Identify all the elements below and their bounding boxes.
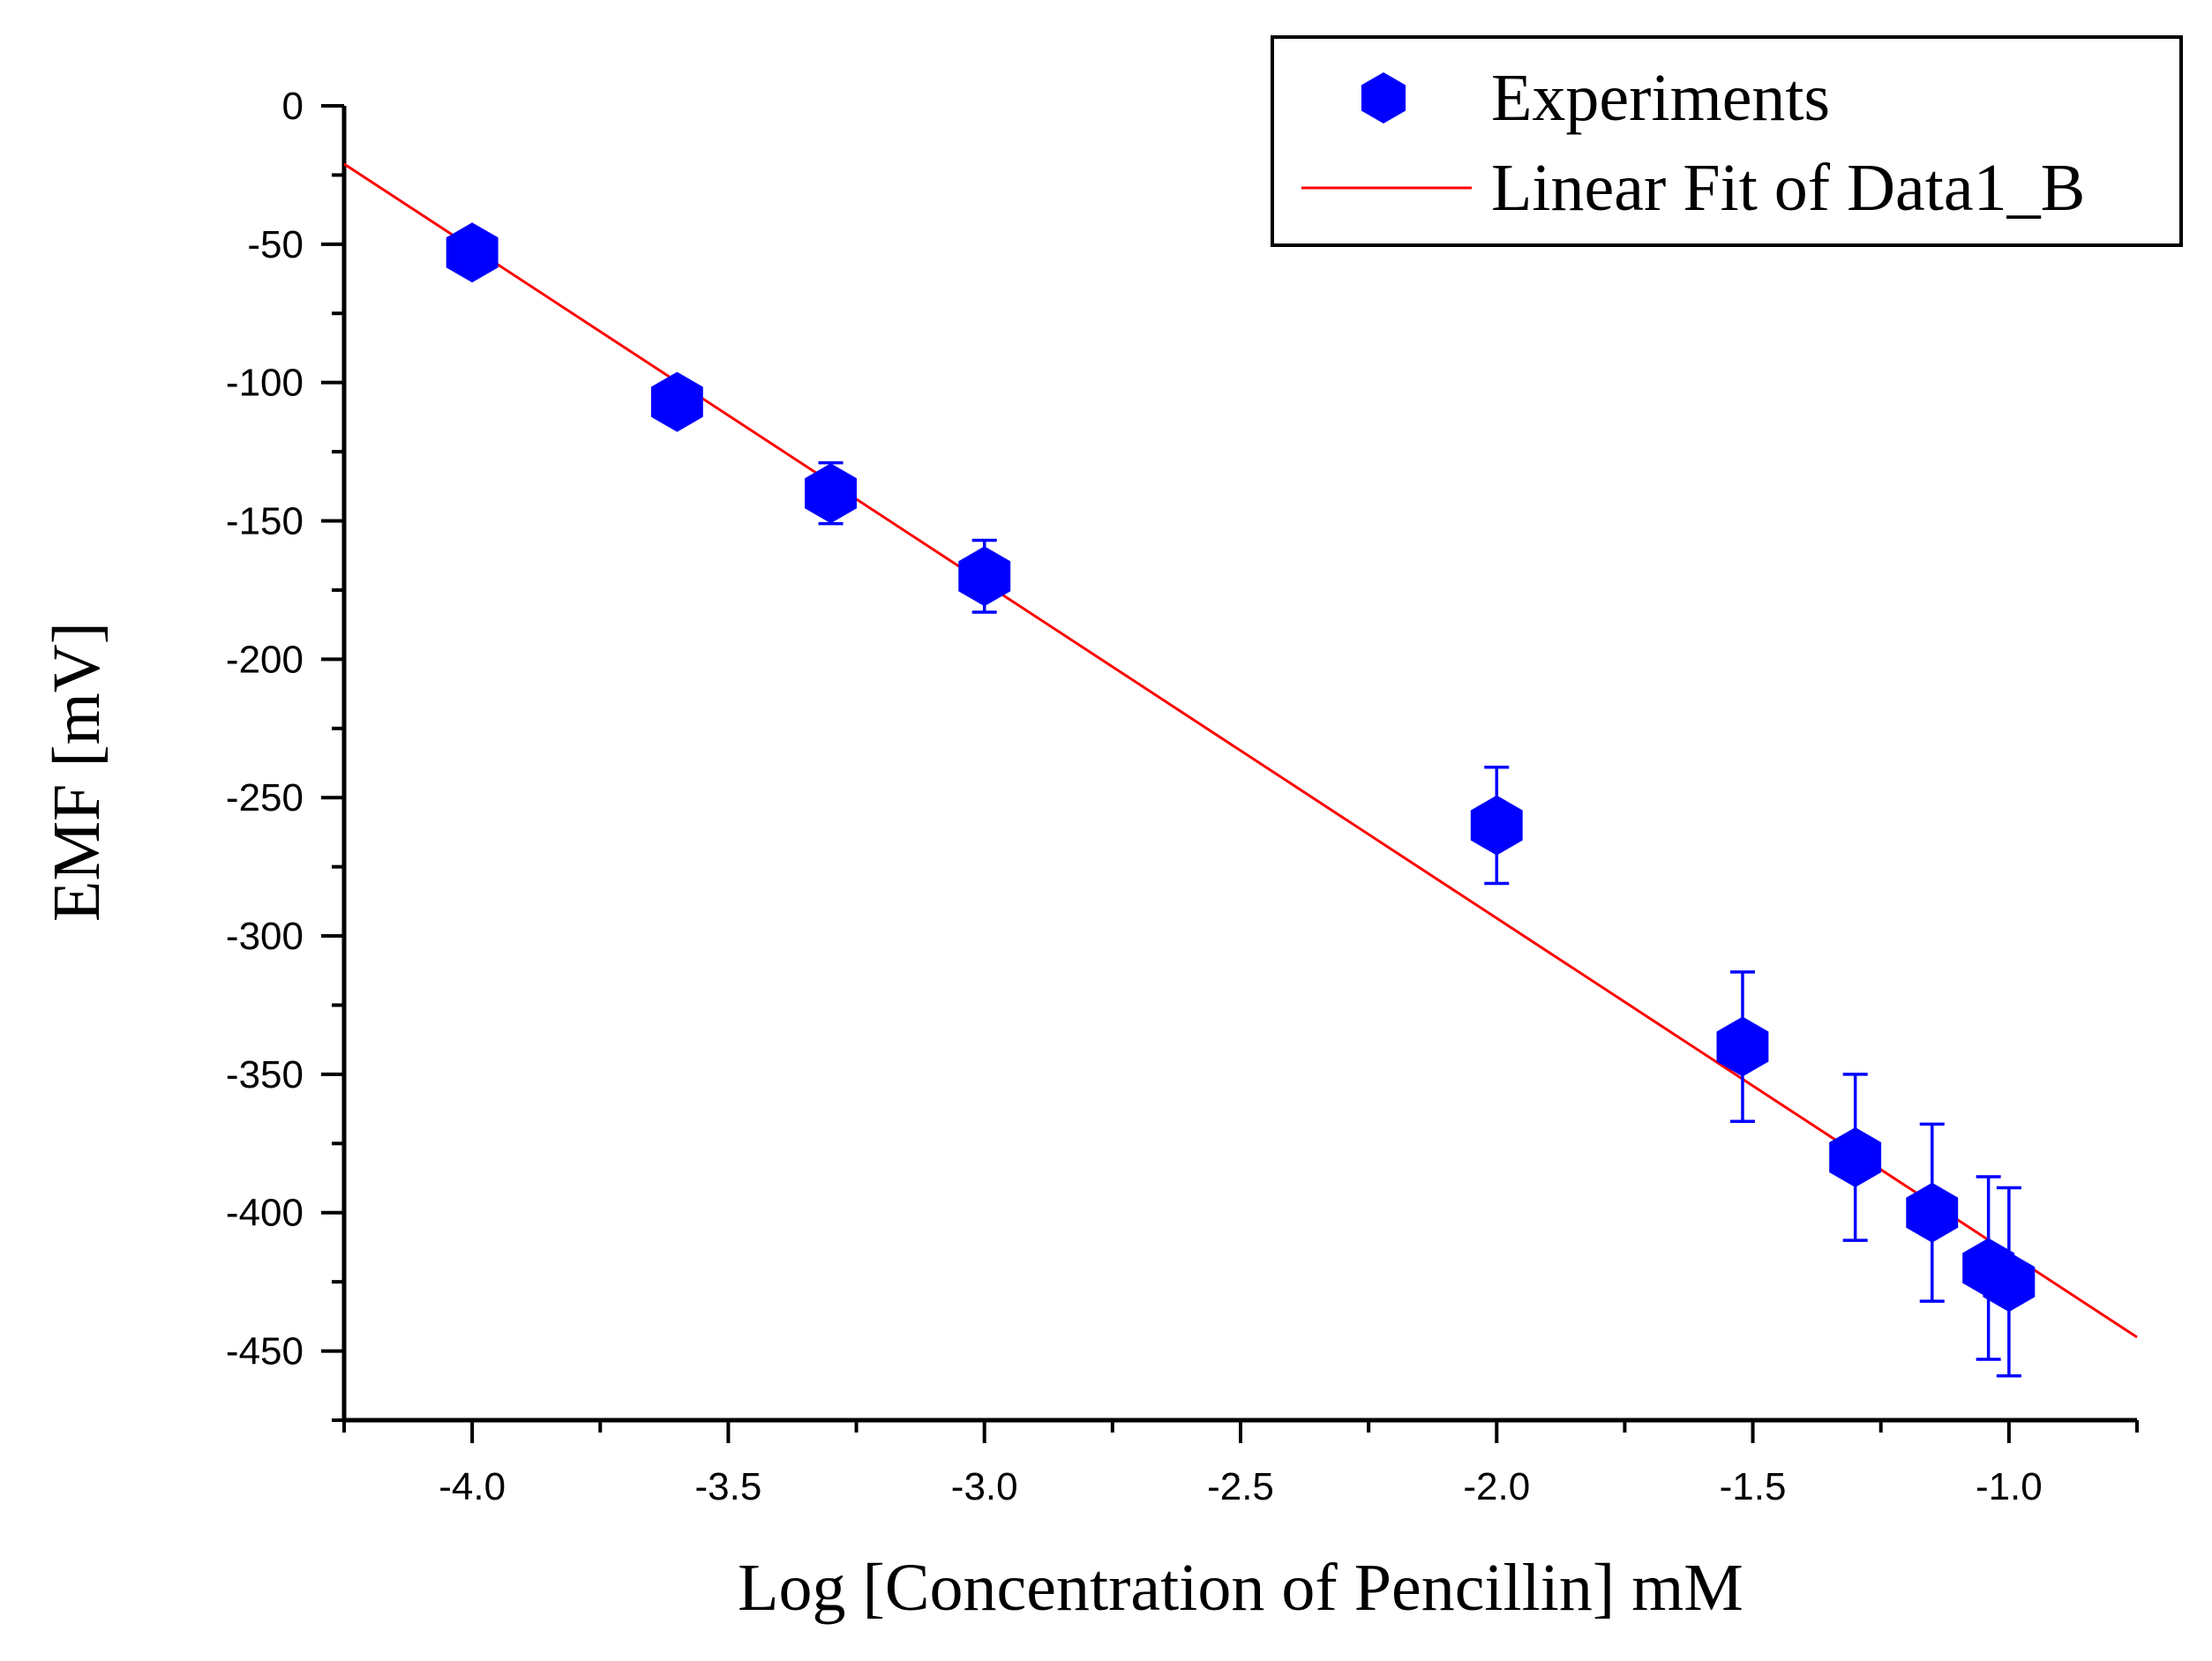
legend-marker-experiments xyxy=(1361,72,1406,123)
data-point xyxy=(1716,1016,1769,1077)
data-point xyxy=(1470,795,1523,856)
data-point xyxy=(446,222,499,283)
y-tick-label: -350 xyxy=(226,1053,304,1096)
x-tick-label: -2.0 xyxy=(1463,1465,1530,1508)
y-tick-label: -400 xyxy=(226,1192,304,1235)
y-tick-label: -300 xyxy=(226,915,304,958)
data-point xyxy=(1829,1127,1882,1187)
y-tick-label: 0 xyxy=(282,85,304,128)
x-axis-title: Log [Concentration of Pencillin] mM xyxy=(738,1551,1743,1625)
legend-label-fit: Linear Fit of Data1_B xyxy=(1491,151,2085,225)
y-tick-label: -450 xyxy=(226,1330,304,1373)
y-axis-title: EMF [mV] xyxy=(40,622,114,922)
data-point xyxy=(1906,1182,1959,1243)
x-tick-label: -4.0 xyxy=(439,1465,506,1508)
data-point xyxy=(805,463,857,524)
x-tick-label: -2.5 xyxy=(1207,1465,1274,1508)
legend-box xyxy=(1271,35,2183,247)
x-tick-label: -1.0 xyxy=(1976,1465,2043,1508)
y-tick-label: -100 xyxy=(226,362,304,405)
x-tick-label: -1.5 xyxy=(1720,1465,1787,1508)
data-point xyxy=(958,546,1011,607)
x-tick-label: -3.5 xyxy=(695,1465,762,1508)
x-tick-label: -3.0 xyxy=(951,1465,1018,1508)
y-tick-label: -150 xyxy=(226,500,304,543)
data-point xyxy=(650,371,703,432)
y-tick-label: -50 xyxy=(247,223,304,266)
y-tick-label: -200 xyxy=(226,638,304,681)
data-point xyxy=(1983,1252,2036,1313)
legend-label-experiments: Experiments xyxy=(1491,61,1830,135)
y-tick-label: -250 xyxy=(226,776,304,819)
